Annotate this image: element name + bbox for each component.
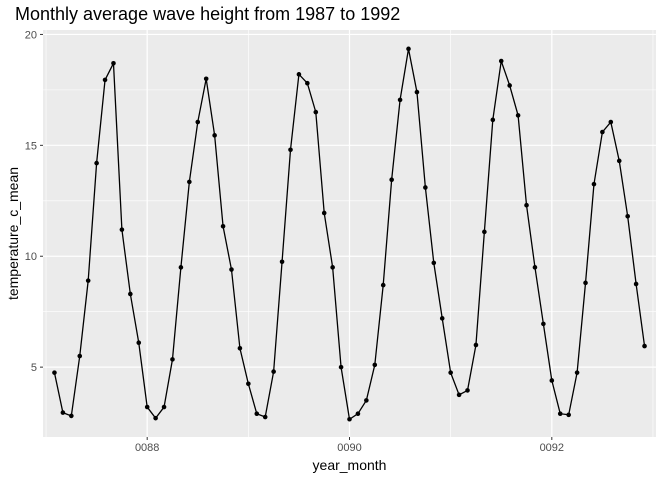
data-point <box>541 321 546 327</box>
data-point <box>161 404 167 410</box>
data-point <box>515 113 521 118</box>
data-point <box>591 181 597 187</box>
data-point <box>178 265 184 270</box>
data-point <box>532 265 538 270</box>
y-tick-label: 10 <box>25 251 37 263</box>
data-point <box>498 58 504 64</box>
data-point <box>262 414 268 420</box>
data-point <box>85 278 91 283</box>
data-point <box>583 280 588 286</box>
x-tick-label: 0088 <box>135 442 159 454</box>
data-point <box>608 119 614 125</box>
data-point <box>414 89 420 95</box>
data-point <box>380 282 386 288</box>
y-axis-title: temperature_c_mean <box>5 167 21 300</box>
data-point <box>625 214 630 219</box>
data-point <box>313 109 319 115</box>
data-point <box>423 185 428 190</box>
data-point <box>212 133 217 138</box>
data-point <box>465 388 470 393</box>
data-point <box>406 46 411 52</box>
data-points <box>52 46 647 422</box>
data-point <box>642 343 647 349</box>
data-point <box>473 342 479 348</box>
data-point <box>128 291 133 297</box>
data-point <box>355 411 361 417</box>
data-point <box>60 410 66 415</box>
data-point <box>170 357 175 362</box>
data-point <box>507 83 512 88</box>
data-point <box>69 413 74 419</box>
data-point <box>439 316 445 321</box>
data-point <box>229 267 234 272</box>
data-point <box>574 370 580 375</box>
data-point <box>246 381 251 387</box>
data-point <box>549 378 555 383</box>
data-point <box>153 415 158 421</box>
data-point <box>524 202 529 208</box>
data-point <box>490 117 496 123</box>
data-point <box>321 210 327 216</box>
data-point <box>52 370 57 375</box>
chart-title: Monthly average wave height from 1987 to… <box>15 4 401 24</box>
data-point <box>77 353 83 359</box>
data-point <box>271 369 276 374</box>
data-point <box>330 265 335 270</box>
data-point <box>482 229 487 235</box>
major-gridlines <box>43 30 656 437</box>
data-point <box>600 129 605 135</box>
data-point <box>119 227 125 232</box>
y-tick-label: 15 <box>25 140 37 152</box>
y-axis: 5 10 15 20 <box>25 29 43 374</box>
data-point <box>144 404 150 410</box>
data-point <box>616 158 622 164</box>
data-point <box>389 177 394 183</box>
data-point <box>102 77 108 83</box>
data-point <box>364 398 369 403</box>
data-point <box>633 281 639 287</box>
data-point <box>187 179 192 185</box>
data-point <box>279 259 285 265</box>
data-point <box>111 60 116 66</box>
data-point <box>347 416 352 422</box>
data-point <box>305 80 310 86</box>
data-point <box>94 160 99 166</box>
data-point <box>557 411 563 417</box>
data-point <box>296 72 302 77</box>
data-point <box>566 412 571 418</box>
data-point <box>372 362 378 368</box>
data-point <box>203 76 209 82</box>
data-point <box>254 411 260 417</box>
x-tick-label: 0090 <box>337 442 361 454</box>
data-point <box>431 260 437 266</box>
x-axis-title: year_month <box>313 457 387 473</box>
y-tick-label: 5 <box>31 362 37 374</box>
data-point <box>195 119 201 125</box>
x-tick-label: 0092 <box>540 442 564 454</box>
data-point <box>288 147 293 153</box>
data-point <box>136 340 142 346</box>
data-point <box>397 97 403 103</box>
data-point <box>456 392 462 398</box>
y-tick-label: 20 <box>25 29 37 41</box>
data-point <box>220 223 226 229</box>
x-axis: 0088 0090 0092 <box>135 437 564 454</box>
data-point <box>237 345 243 351</box>
data-point <box>448 370 453 375</box>
data-point <box>338 364 344 370</box>
